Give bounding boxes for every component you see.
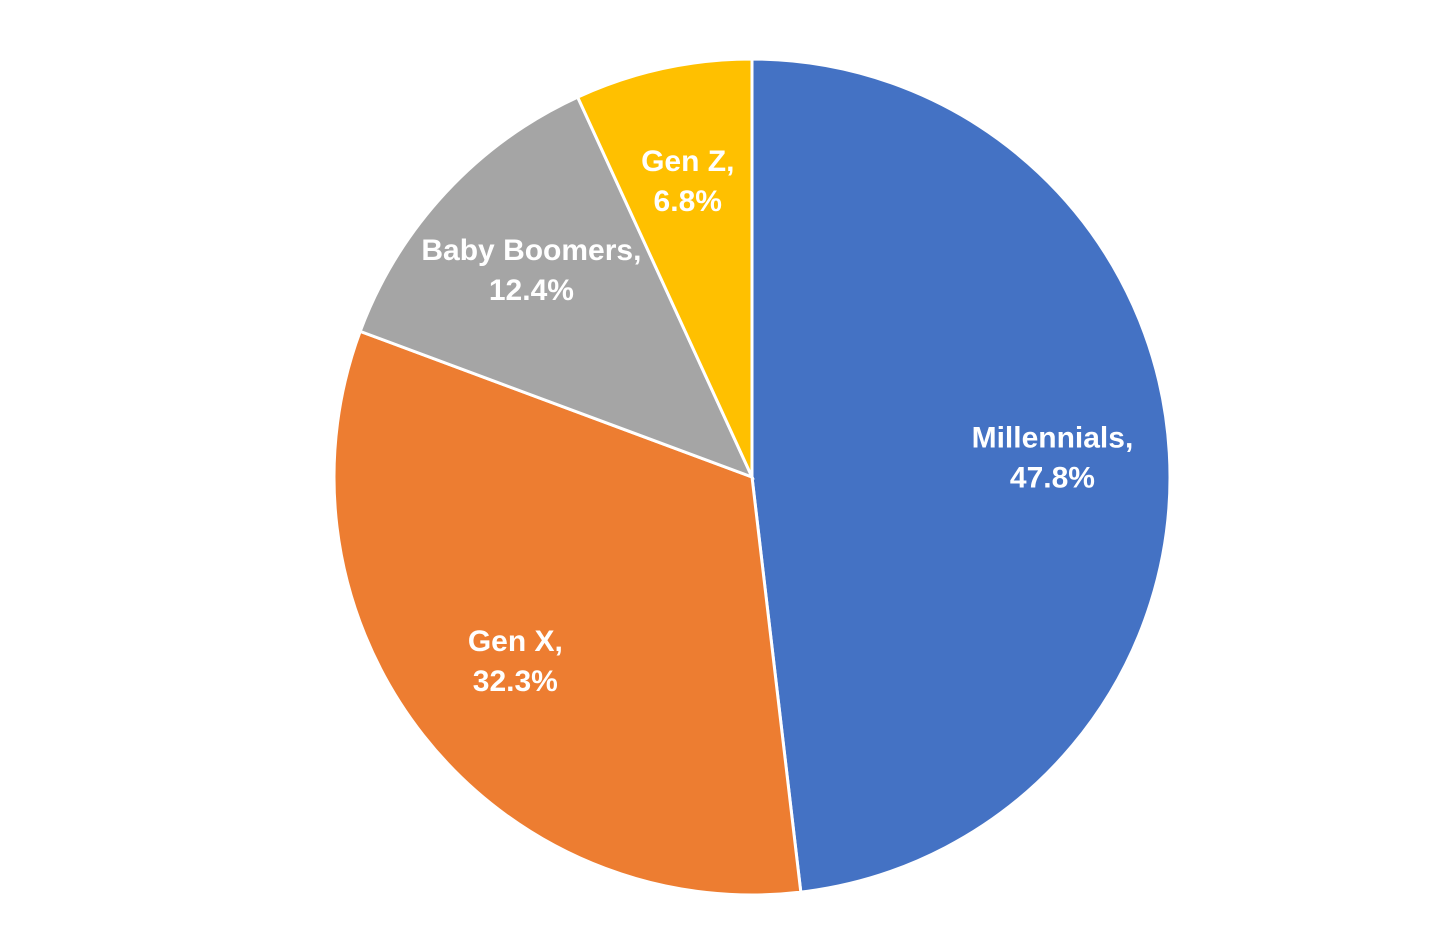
pie-slice [358,95,755,480]
pie-slice [750,57,1172,894]
data-label-value: 12.4% [489,274,574,307]
data-label: Gen Z, 6.8% [641,145,734,218]
data-label-category: Gen Z, [641,145,734,178]
pie-slice [575,57,754,478]
data-label-category: Baby Boomers, [421,234,641,267]
data-label-value: 47.8% [1010,461,1095,494]
data-label: Millennials, 47.8% [972,421,1134,494]
data-label-category: Gen X, [468,625,563,658]
data-label-category: Millennials, [972,421,1134,454]
pie-slice [332,329,803,897]
data-label-value: 6.8% [654,185,722,218]
data-label: Baby Boomers, 12.4% [421,234,641,307]
data-label-value: 32.3% [473,665,558,698]
data-label: Gen X, 32.3% [468,625,563,698]
